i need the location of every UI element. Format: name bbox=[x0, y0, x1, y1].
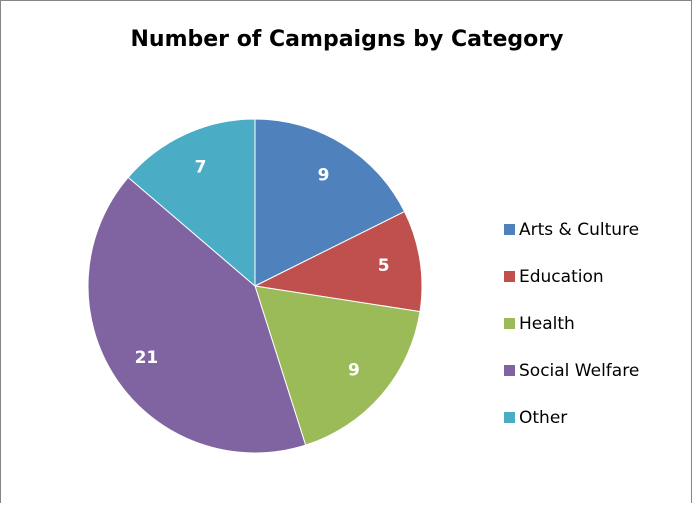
legend-item-education: Education bbox=[504, 253, 639, 300]
legend-label: Other bbox=[519, 407, 568, 428]
pie-slice-health bbox=[254, 285, 421, 446]
legend-label: Arts & Culture bbox=[519, 219, 640, 240]
legend-swatch bbox=[504, 318, 515, 329]
legend-item-health: Health bbox=[504, 300, 639, 347]
legend-label: Social Welfare bbox=[519, 360, 640, 381]
pie-slice-social-welfare bbox=[87, 176, 307, 454]
data-label-education: 5 bbox=[378, 256, 390, 276]
data-label-health: 9 bbox=[348, 361, 360, 381]
chart-title: Number of Campaigns by Category bbox=[130, 27, 564, 52]
legend-swatch bbox=[504, 365, 515, 376]
legend-swatch bbox=[504, 271, 515, 282]
legend-item-other: Other bbox=[504, 394, 639, 441]
legend: Arts & Culture Education Health Social Welf… bbox=[504, 206, 639, 441]
legend-label: Health bbox=[519, 313, 575, 334]
legend-swatch bbox=[504, 412, 515, 423]
data-label-other: 7 bbox=[195, 158, 207, 178]
legend-swatch bbox=[504, 224, 515, 235]
legend-label: Education bbox=[519, 266, 604, 287]
pie-slice-education bbox=[253, 210, 423, 313]
pie-slice-other bbox=[127, 118, 256, 288]
legend-item-arts-culture: Arts & Culture bbox=[504, 206, 639, 253]
pie-slice-arts-culture bbox=[254, 118, 406, 287]
data-label-social-welfare: 21 bbox=[135, 348, 159, 368]
legend-item-social-welfare: Social Welfare bbox=[504, 347, 639, 394]
data-label-arts-culture: 9 bbox=[318, 165, 330, 185]
